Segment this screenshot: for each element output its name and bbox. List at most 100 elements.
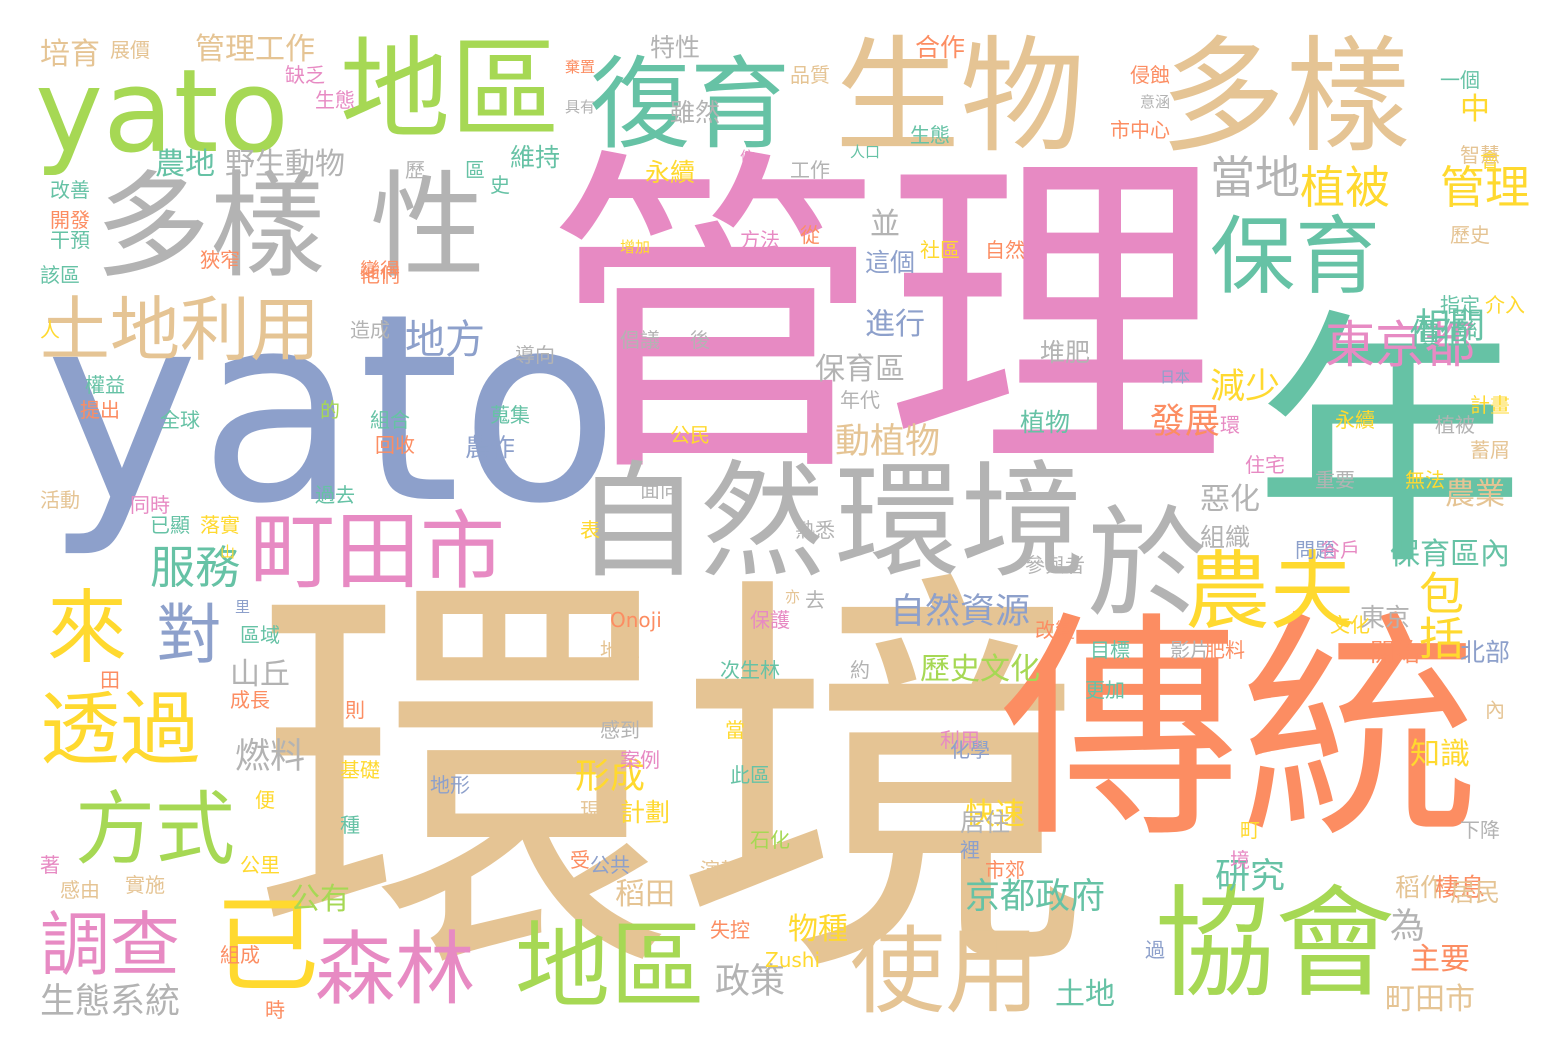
word-cloud-term: 面向 bbox=[640, 478, 680, 502]
word-cloud-term: 化學 bbox=[950, 738, 990, 762]
word-cloud-term: 同時 bbox=[130, 493, 170, 517]
word-cloud-term: 社區 bbox=[920, 238, 960, 262]
word-cloud-term: 田 bbox=[100, 668, 120, 692]
word-cloud-term: 全球 bbox=[160, 408, 200, 432]
word-cloud-term: 目標 bbox=[1090, 638, 1130, 662]
word-cloud-term: 介入 bbox=[1485, 293, 1525, 317]
word-cloud-term: 的 bbox=[320, 398, 340, 422]
word-cloud-term: 知識 bbox=[1410, 737, 1470, 772]
word-cloud-term: 對 bbox=[145, 600, 220, 665]
word-cloud-term: 回收 bbox=[375, 433, 415, 457]
word-cloud-term: 當 bbox=[725, 718, 745, 742]
word-cloud-term: 町 bbox=[1240, 818, 1260, 842]
word-cloud-term: 燃料 bbox=[235, 737, 306, 777]
word-cloud-term: 自然 bbox=[575, 450, 825, 595]
word-cloud-term: 主要 bbox=[1410, 942, 1470, 977]
word-cloud-term: 快速 bbox=[965, 797, 1025, 832]
word-cloud-term: 植被 bbox=[1435, 413, 1475, 437]
word-cloud-term: 方式 bbox=[75, 783, 235, 876]
word-cloud-term: 進行 bbox=[865, 307, 925, 342]
word-cloud-term: 森林 bbox=[315, 923, 475, 1016]
word-cloud-term: Zushi bbox=[765, 948, 821, 972]
word-cloud-term: 公民 bbox=[670, 423, 710, 447]
word-cloud-term: 開始 bbox=[1370, 638, 1421, 667]
word-cloud-term: 影片 bbox=[1170, 638, 1210, 662]
word-cloud-term: 導向 bbox=[515, 343, 555, 367]
word-cloud-term: 計劃 bbox=[620, 798, 671, 827]
word-cloud-term: 減少 bbox=[1210, 367, 1281, 407]
word-cloud-term: 山 bbox=[220, 543, 236, 561]
word-cloud-term: 利用 bbox=[940, 728, 980, 752]
word-cloud-term: 蒐集 bbox=[490, 403, 530, 427]
word-cloud-term: 植物 bbox=[1020, 408, 1071, 437]
word-cloud-term: 組合 bbox=[370, 408, 410, 432]
word-cloud-term: 境 bbox=[1230, 848, 1250, 872]
word-cloud-term: yato bbox=[35, 45, 289, 179]
word-cloud-term: 文化 bbox=[1330, 613, 1370, 637]
word-cloud-term: 復育 bbox=[590, 46, 790, 163]
word-cloud-term: 計畫 bbox=[1470, 393, 1510, 417]
word-cloud-term: 年 bbox=[1208, 300, 1523, 570]
word-cloud-term: 農作 bbox=[465, 433, 516, 462]
word-cloud-term: 人 bbox=[40, 318, 60, 342]
word-cloud-term: 方法 bbox=[740, 228, 780, 252]
word-cloud-term: 約 bbox=[850, 658, 870, 682]
word-cloud-term: 東京 bbox=[1360, 603, 1411, 632]
word-cloud-term: 石化 bbox=[750, 828, 790, 852]
word-cloud-term: 工作 bbox=[790, 158, 830, 182]
word-cloud-term: 永續 bbox=[1335, 408, 1375, 432]
word-cloud-term: 去 bbox=[805, 588, 825, 612]
word-cloud-term: 失控 bbox=[710, 918, 750, 942]
word-cloud-term: 時 bbox=[265, 998, 285, 1022]
word-cloud-term: 保育區 bbox=[815, 352, 905, 387]
word-cloud-term: 於 bbox=[1066, 500, 1205, 620]
word-cloud-term: 這個 bbox=[865, 248, 916, 277]
word-cloud-term: 包括 bbox=[1411, 570, 1464, 660]
word-cloud-term: 一個 bbox=[1440, 68, 1480, 92]
word-cloud-term: 參與者 bbox=[1025, 553, 1085, 577]
word-cloud-term: 品質 bbox=[790, 63, 830, 87]
word-cloud-term: 亦 bbox=[785, 588, 801, 606]
word-cloud-term: 侵蝕 bbox=[1130, 63, 1170, 87]
word-cloud-term: 區域 bbox=[240, 623, 280, 647]
word-cloud-term: 農夫 bbox=[1185, 543, 1356, 642]
word-cloud-term: 倡議 bbox=[620, 328, 660, 352]
word-cloud-term: 已 bbox=[197, 890, 319, 995]
word-cloud-term: 並 bbox=[870, 207, 900, 242]
word-cloud-term: 地主 bbox=[600, 638, 640, 662]
word-cloud-term: 里 bbox=[235, 598, 251, 616]
word-cloud-term: 他們 bbox=[360, 263, 400, 287]
word-cloud-term: 性 bbox=[370, 160, 486, 294]
word-cloud-term: 組成 bbox=[220, 943, 260, 967]
word-cloud-term: 感由 bbox=[60, 878, 100, 902]
word-cloud-term: 造成 bbox=[350, 318, 390, 342]
word-cloud-term: 特性 bbox=[650, 33, 701, 62]
word-cloud-term: 生態系統 bbox=[40, 982, 181, 1022]
word-cloud-term: 植被 bbox=[1300, 161, 1391, 214]
word-cloud-term: 服務 bbox=[150, 541, 241, 594]
word-cloud-term: 山丘 bbox=[230, 657, 290, 692]
word-cloud-term: 惡化 bbox=[1200, 482, 1260, 517]
word-cloud-term: 野生動物 bbox=[225, 147, 345, 182]
word-cloud-term: 肥料 bbox=[1205, 638, 1245, 662]
word-cloud-term: 區 bbox=[465, 158, 485, 182]
word-cloud-term: 農業 bbox=[1445, 477, 1505, 512]
word-cloud-term: 問題 bbox=[1295, 538, 1335, 562]
word-cloud-term: 土地 bbox=[1055, 977, 1115, 1012]
word-cloud-term: 已顯 bbox=[150, 513, 190, 537]
word-cloud-term: 狹窄 bbox=[200, 248, 240, 272]
word-cloud-term: 現已 bbox=[580, 798, 620, 822]
word-cloud-term: 落實 bbox=[200, 513, 240, 537]
word-cloud-term: 谷戶 bbox=[1320, 538, 1360, 562]
word-cloud-term: 具有 bbox=[565, 98, 596, 116]
word-cloud-term: 此區 bbox=[730, 763, 770, 787]
word-cloud-term: 變得 bbox=[360, 258, 400, 282]
word-cloud-term: 年代 bbox=[840, 388, 880, 412]
word-cloud-term: 改善 bbox=[50, 178, 90, 202]
word-cloud-term: 該區 bbox=[40, 263, 80, 287]
word-cloud-term: 無法 bbox=[1405, 468, 1445, 492]
word-cloud-term: 合作 bbox=[915, 33, 966, 62]
word-cloud-term: 環境 bbox=[835, 450, 1085, 595]
word-cloud-term: 稻作 bbox=[1395, 873, 1446, 902]
